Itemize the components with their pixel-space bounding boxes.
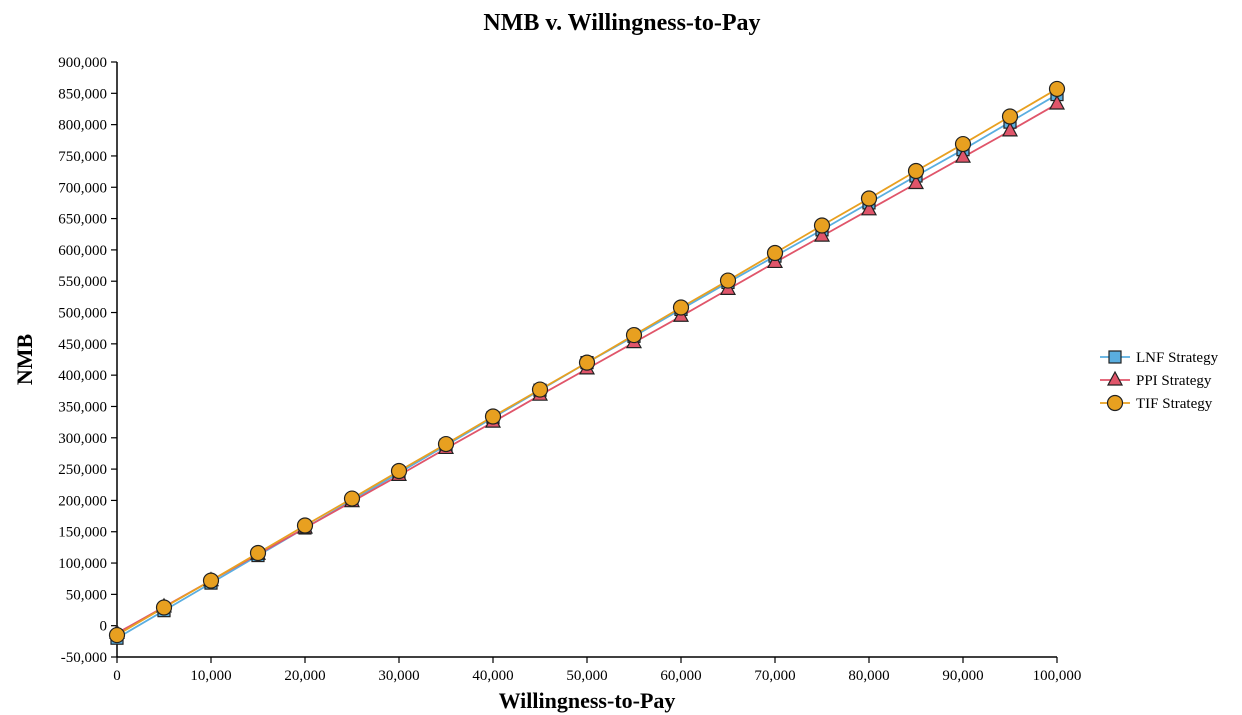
y-tick-label: 800,000 (58, 118, 107, 134)
y-tick-label: 750,000 (58, 149, 107, 165)
y-tick-label: 150,000 (58, 525, 107, 541)
data-point-tif-strategy (1001, 108, 1019, 125)
data-point-tif-strategy (672, 299, 690, 316)
x-tick-label: 90,000 (942, 668, 983, 684)
data-point-ppi-strategy (1001, 121, 1019, 137)
data-point-tif-strategy (296, 517, 314, 534)
data-point-tif-strategy (390, 462, 408, 480)
x-tick-label: 80,000 (848, 668, 889, 684)
legend-marker-lnf-strategy (1108, 350, 1122, 364)
data-point-tif-strategy (531, 381, 549, 398)
legend-marker-tif-strategy (1106, 394, 1124, 412)
x-tick-label: 0 (113, 668, 121, 684)
data-point-ppi-strategy (954, 147, 972, 163)
y-tick-label: 600,000 (58, 243, 107, 259)
data-point-tif-strategy (625, 326, 643, 344)
y-tick-label: 300,000 (58, 431, 107, 447)
data-point-tif-strategy (907, 162, 925, 180)
x-tick-label: 30,000 (378, 668, 419, 684)
data-point-tif-strategy (719, 272, 737, 289)
legend-label-ppi-strategy: PPI Strategy (1136, 373, 1212, 389)
x-tick-label: 20,000 (284, 668, 325, 684)
y-tick-label: 900,000 (58, 55, 107, 71)
x-tick-label: 70,000 (754, 668, 795, 684)
y-tick-label: 700,000 (58, 180, 107, 196)
y-tick-label: 50,000 (66, 587, 107, 603)
y-tick-label: 850,000 (58, 86, 107, 102)
series-markers (108, 80, 1066, 645)
y-tick-label: 450,000 (58, 337, 107, 353)
x-tick-label: 50,000 (566, 668, 607, 684)
y-axis-title: NMB (12, 334, 37, 386)
y-tick-label: 650,000 (58, 212, 107, 228)
x-tick-label: 10,000 (190, 668, 231, 684)
data-point-tif-strategy (860, 190, 878, 207)
legend: LNF Strategy PPI Strategy TIF Strategy (1100, 350, 1219, 412)
legend-label-lnf-strategy: LNF Strategy (1136, 350, 1219, 366)
y-tick-label: 550,000 (58, 274, 107, 290)
y-tick-label: 350,000 (58, 399, 107, 415)
data-point-tif-strategy (249, 544, 267, 562)
y-tick-label: 0 (100, 619, 108, 635)
data-point-tif-strategy (766, 244, 784, 262)
data-point-tif-strategy (1048, 80, 1066, 98)
x-tick-label: 40,000 (472, 668, 513, 684)
data-point-tif-strategy (954, 135, 972, 153)
data-point-tif-strategy (813, 217, 831, 234)
y-tick-label: 250,000 (58, 462, 107, 478)
chart-title: NMB v. Willingness-to-Pay (483, 10, 760, 36)
x-axis-ticks: 0 10,000 20,000 30,000 40,000 50,000 60,000 70,… (113, 657, 1081, 684)
data-point-tif-strategy (202, 572, 220, 589)
data-point-tif-strategy (437, 435, 455, 453)
data-point-tif-strategy (108, 626, 126, 644)
legend-marker-ppi-strategy (1106, 370, 1124, 386)
y-tick-label: 100,000 (58, 556, 107, 572)
y-tick-label: 200,000 (58, 493, 107, 509)
data-point-tif-strategy (343, 490, 361, 507)
data-point-ppi-strategy (813, 226, 831, 242)
data-point-ppi-strategy (860, 200, 878, 216)
y-tick-label: -50,000 (61, 650, 107, 666)
y-tick-label: 400,000 (58, 368, 107, 384)
x-tick-label: 100,000 (1033, 668, 1082, 684)
data-point-ppi-strategy (1048, 94, 1066, 110)
data-point-tif-strategy (578, 354, 596, 371)
legend-label-tif-strategy: TIF Strategy (1136, 396, 1213, 412)
data-point-tif-strategy (155, 599, 173, 616)
x-axis-title: Willingness-to-Pay (499, 688, 676, 713)
y-tick-label: 500,000 (58, 306, 107, 322)
x-tick-label: 60,000 (660, 668, 701, 684)
data-point-tif-strategy (484, 408, 502, 425)
y-axis-ticks: -50,000 0 50,000 100,000 150,000 200,000 250,0… (58, 55, 117, 666)
data-point-ppi-strategy (907, 174, 925, 190)
